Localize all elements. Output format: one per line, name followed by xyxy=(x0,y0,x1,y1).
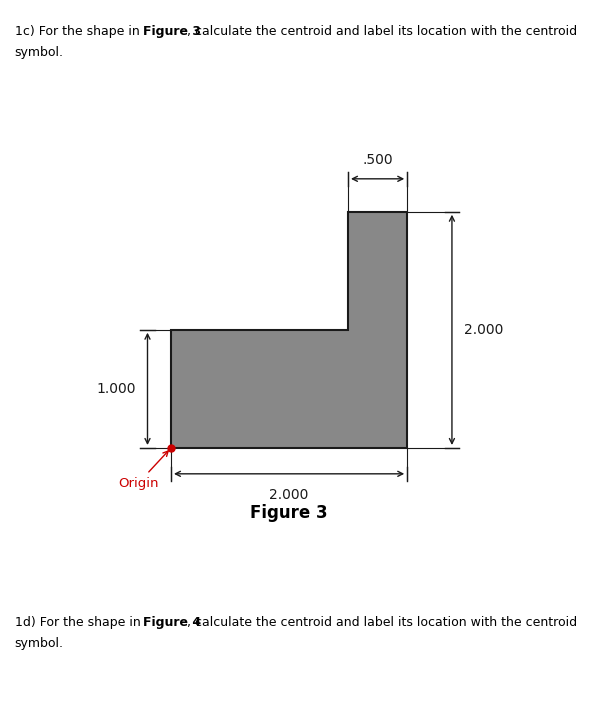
Text: Figure 3: Figure 3 xyxy=(143,25,201,38)
Text: 1c) For the shape in: 1c) For the shape in xyxy=(15,25,143,38)
Text: 1d) For the shape in: 1d) For the shape in xyxy=(15,616,145,629)
Text: symbol.: symbol. xyxy=(15,637,64,650)
Text: 1.000: 1.000 xyxy=(96,382,136,396)
Text: Origin: Origin xyxy=(118,451,168,490)
Text: , calculate the centroid and label its location with the centroid: , calculate the centroid and label its l… xyxy=(187,616,577,629)
Text: Figure 4: Figure 4 xyxy=(143,616,202,629)
Text: .500: .500 xyxy=(362,153,393,167)
Polygon shape xyxy=(171,212,407,448)
Text: Figure 3: Figure 3 xyxy=(250,505,328,523)
Text: 2.000: 2.000 xyxy=(270,488,309,502)
Text: symbol.: symbol. xyxy=(15,46,64,59)
Text: , calculate the centroid and label its location with the centroid: , calculate the centroid and label its l… xyxy=(187,25,577,38)
Text: 2.000: 2.000 xyxy=(464,323,503,337)
